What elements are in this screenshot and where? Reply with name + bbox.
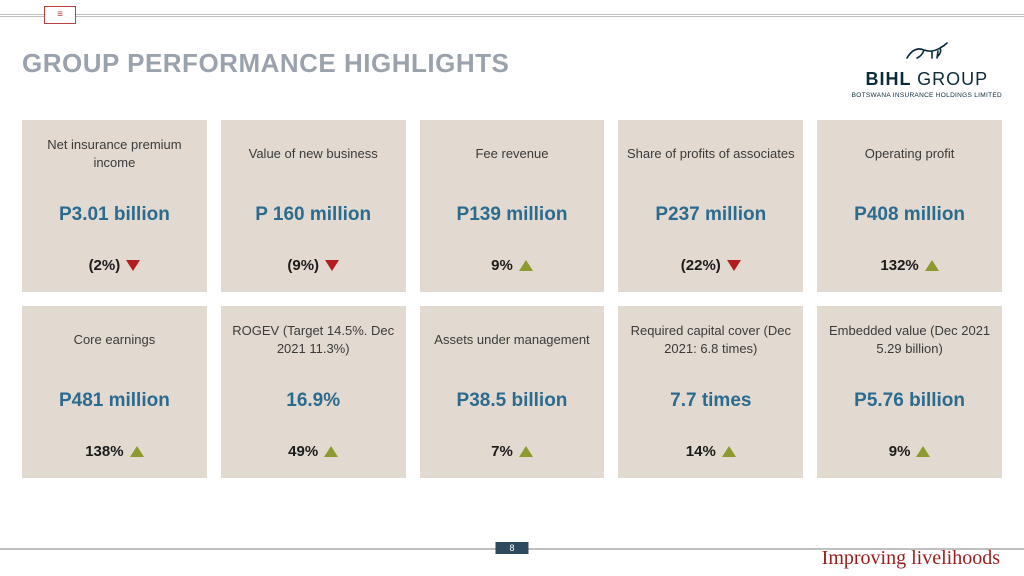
metric-card: ROGEV (Target 14.5%. Dec 2021 11.3%) 16.9… <box>221 306 406 478</box>
metric-change: 14% <box>686 443 736 460</box>
metric-change: 7% <box>491 443 533 460</box>
metric-change: 49% <box>288 443 338 460</box>
metric-change: (2%) <box>89 257 141 274</box>
brand-thin: GROUP <box>917 69 988 89</box>
metric-card: Assets under management P38.5 billion 7% <box>420 306 605 478</box>
metric-value: P481 million <box>59 390 170 412</box>
metric-label: Net insurance premium income <box>30 136 199 172</box>
metric-value: 7.7 times <box>670 390 751 412</box>
metric-card: Value of new business P 160 million (9%) <box>221 120 406 292</box>
brand-subtitle: BOTSWANA INSURANCE HOLDINGS LIMITED <box>852 92 1002 99</box>
triangle-down-icon <box>126 260 140 271</box>
metric-change: 132% <box>880 257 938 274</box>
triangle-up-icon <box>519 260 533 271</box>
triangle-up-icon <box>519 446 533 457</box>
brand-bold: BIHL <box>865 69 911 89</box>
metric-label: Value of new business <box>249 136 378 172</box>
metric-label: Embedded value (Dec 2021 5.29 billion) <box>825 322 994 358</box>
metric-label: Core earnings <box>74 322 156 358</box>
triangle-up-icon <box>916 446 930 457</box>
triangle-down-icon <box>325 260 339 271</box>
metric-value: P 160 million <box>255 204 371 226</box>
metric-card: Share of profits of associates P237 milli… <box>618 120 803 292</box>
metric-value: 16.9% <box>286 390 340 412</box>
metric-change: 138% <box>85 443 143 460</box>
metric-card: Net insurance premium income P3.01 billio… <box>22 120 207 292</box>
menu-button[interactable]: ≡ <box>44 6 76 24</box>
metric-card: Embedded value (Dec 2021 5.29 billion) P5… <box>817 306 1002 478</box>
change-text: 138% <box>85 443 123 460</box>
change-text: 49% <box>288 443 318 460</box>
metric-change: (9%) <box>287 257 339 274</box>
change-text: (22%) <box>681 257 721 274</box>
triangle-down-icon <box>727 260 741 271</box>
brand-name: BIHL GROUP <box>852 69 1002 90</box>
metric-label: Required capital cover (Dec 2021: 6.8 ti… <box>626 322 795 358</box>
metric-value: P237 million <box>655 204 766 226</box>
triangle-up-icon <box>722 446 736 457</box>
hamburger-icon: ≡ <box>57 10 63 20</box>
metric-label: Share of profits of associates <box>627 136 795 172</box>
change-text: (2%) <box>89 257 121 274</box>
tagline: Improving livelihoods <box>822 547 1000 570</box>
metrics-grid: Net insurance premium income P3.01 billio… <box>22 120 1002 478</box>
metric-label: Assets under management <box>434 322 589 358</box>
metric-value: P139 million <box>457 204 568 226</box>
metric-label: ROGEV (Target 14.5%. Dec 2021 11.3%) <box>229 322 398 358</box>
metric-card: Required capital cover (Dec 2021: 6.8 ti… <box>618 306 803 478</box>
metric-label: Operating profit <box>865 136 955 172</box>
change-text: 14% <box>686 443 716 460</box>
metric-change: (22%) <box>681 257 741 274</box>
metric-change: 9% <box>889 443 931 460</box>
top-divider <box>0 14 1024 17</box>
metric-card: Operating profit P408 million 132% <box>817 120 1002 292</box>
change-text: 9% <box>491 257 513 274</box>
change-text: (9%) <box>287 257 319 274</box>
page-title: GROUP PERFORMANCE HIGHLIGHTS <box>22 48 509 79</box>
page-number: 8 <box>495 542 528 554</box>
change-text: 9% <box>889 443 911 460</box>
metric-card: Fee revenue P139 million 9% <box>420 120 605 292</box>
triangle-up-icon <box>925 260 939 271</box>
metric-value: P38.5 billion <box>457 390 568 412</box>
metric-value: P3.01 billion <box>59 204 170 226</box>
change-text: 7% <box>491 443 513 460</box>
antelope-icon <box>902 38 952 62</box>
metric-value: P5.76 billion <box>854 390 965 412</box>
metric-card: Core earnings P481 million 138% <box>22 306 207 478</box>
change-text: 132% <box>880 257 918 274</box>
triangle-up-icon <box>130 446 144 457</box>
triangle-up-icon <box>324 446 338 457</box>
brand-logo: BIHL GROUP BOTSWANA INSURANCE HOLDINGS L… <box>852 38 1002 99</box>
metric-change: 9% <box>491 257 533 274</box>
metric-label: Fee revenue <box>475 136 548 172</box>
metric-value: P408 million <box>854 204 965 226</box>
